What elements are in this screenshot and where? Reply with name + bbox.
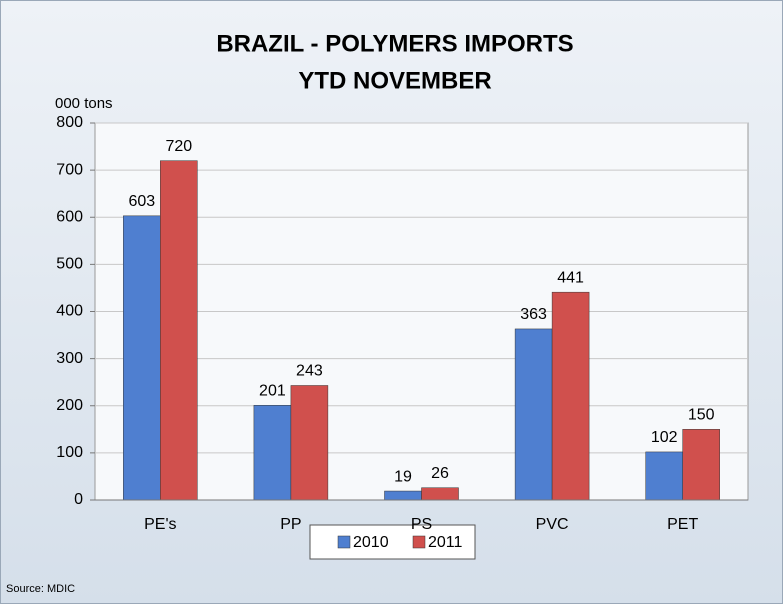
y-tick-label: 400: [56, 303, 83, 320]
bar: [551, 291, 590, 501]
chart-title: BRAZIL - POLYMERS IMPORTS: [216, 30, 573, 57]
legend-label: 2010: [353, 534, 389, 551]
chart-subtitle: YTD NOVEMBER: [298, 67, 491, 94]
y-tick-label: 700: [56, 161, 83, 178]
bar: [290, 385, 329, 501]
source: Source: MDIC: [6, 583, 75, 595]
bar: [123, 215, 161, 501]
y-tick-label: 100: [56, 444, 83, 461]
y-tick-label: 600: [56, 208, 83, 225]
y-axis-label: 000 tons: [55, 95, 113, 112]
x-tick-label: PS: [411, 516, 432, 533]
x-tick-label: PE's: [144, 516, 176, 533]
bar: [645, 451, 683, 501]
bar: [421, 487, 459, 501]
y-tick-label: 200: [56, 397, 83, 414]
data-label: 363: [520, 306, 547, 323]
data-label: 201: [259, 382, 286, 399]
y-tick-label: 800: [56, 114, 83, 131]
data-label: 150: [688, 407, 715, 424]
legend-label: 2011: [428, 534, 463, 551]
data-label: 441: [557, 269, 584, 286]
y-tick-label: 500: [56, 256, 83, 273]
bar: [160, 160, 198, 501]
x-tick-label: PET: [667, 516, 698, 533]
data-label: 102: [651, 429, 678, 446]
data-label: 26: [431, 465, 449, 482]
y-tick-label: 0: [74, 491, 83, 508]
data-label: 603: [128, 193, 155, 210]
data-label: 19: [394, 468, 412, 485]
data-label: 720: [165, 138, 192, 155]
x-tick-label: PVC: [536, 516, 569, 533]
x-tick-label: PP: [280, 516, 301, 533]
data-label: 243: [296, 363, 323, 380]
y-tick-label: 300: [56, 350, 83, 367]
bar: [253, 405, 292, 501]
legend: [309, 524, 476, 560]
legend-swatch: [412, 535, 426, 549]
bar: [682, 429, 720, 501]
legend-swatch: [337, 535, 351, 549]
bar: [384, 490, 422, 501]
bar: [514, 328, 553, 501]
